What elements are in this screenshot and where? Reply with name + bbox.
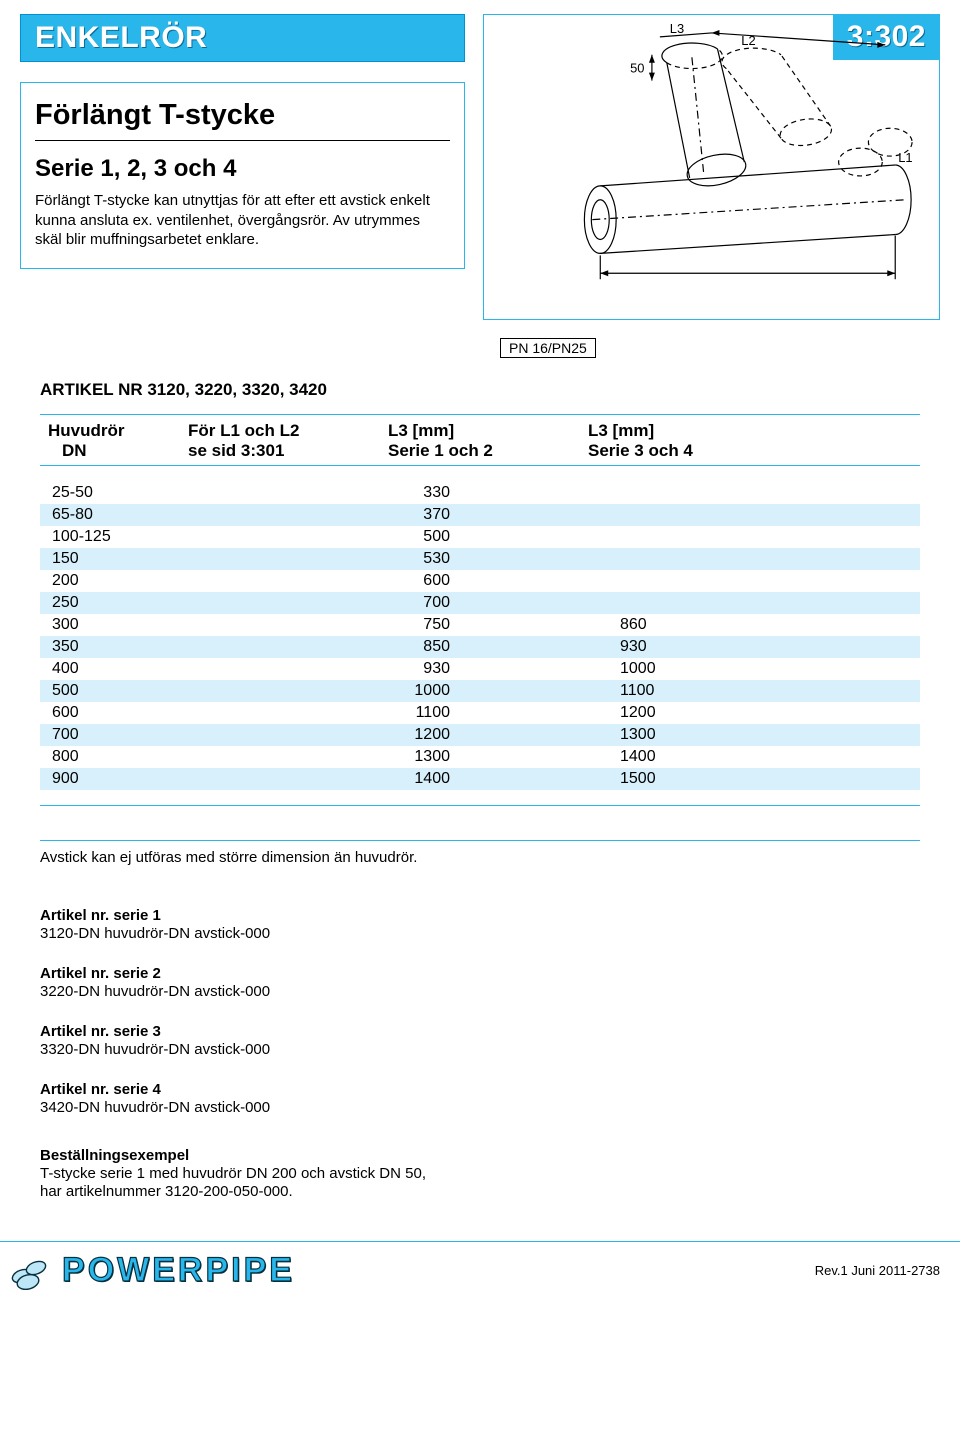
article-heading: Artikel nr. serie 2: [40, 965, 920, 983]
table-row: 150530: [40, 548, 920, 570]
article-heading: Artikel nr. serie 4: [40, 1081, 920, 1099]
col-l3-34: L3 [mm] Serie 3 och 4: [580, 415, 920, 466]
logo-icon: [8, 1248, 56, 1292]
col-huvudror: Huvudrör DN: [40, 415, 180, 466]
table-row: 80013001400: [40, 746, 920, 768]
table-row: 90014001500: [40, 768, 920, 790]
article-numbers-heading: ARTIKEL NR 3120, 3220, 3320, 3420: [40, 380, 920, 400]
divider: [35, 140, 450, 141]
table-row: 25-50330: [40, 482, 920, 504]
article-value: 3220-DN huvudrör-DN avstick-000: [40, 983, 920, 1001]
logo-text: POWERPIPE: [62, 1251, 295, 1290]
article-block: Artikel nr. serie 13120-DN huvudrör-DN a…: [40, 907, 920, 943]
product-subtitle: Serie 1, 2, 3 och 4: [35, 155, 450, 183]
article-heading: Artikel nr. serie 3: [40, 1023, 920, 1041]
svg-text:50: 50: [630, 61, 644, 76]
table-row: 50010001100: [40, 680, 920, 702]
svg-text:L3: L3: [670, 23, 684, 36]
note-text: Avstick kan ej utföras med större dimens…: [40, 840, 920, 867]
table-row: 100-125500: [40, 526, 920, 548]
article-heading: Artikel nr. serie 1: [40, 907, 920, 925]
order-line1: T-stycke serie 1 med huvudrör DN 200 och…: [40, 1165, 920, 1183]
table-row: 60011001200: [40, 702, 920, 724]
order-heading: Beställningsexempel: [40, 1147, 920, 1165]
revision-text: Rev.1 Juni 2011-2738: [815, 1263, 940, 1278]
table-row: 200600: [40, 570, 920, 592]
order-example: Beställningsexempel T-stycke serie 1 med…: [40, 1147, 920, 1201]
col-l3-12: L3 [mm] Serie 1 och 2: [380, 415, 580, 466]
table-row: 4009301000: [40, 658, 920, 680]
table-row: 70012001300: [40, 724, 920, 746]
table-row: 350850930: [40, 636, 920, 658]
order-line2: har artikelnummer 3120-200-050-000.: [40, 1183, 920, 1201]
svg-text:L2: L2: [741, 33, 755, 48]
table-row: 300750860: [40, 614, 920, 636]
pressure-rating: PN 16/PN25: [500, 338, 596, 358]
description-box: Förlängt T-stycke Serie 1, 2, 3 och 4 Fö…: [20, 82, 465, 269]
article-block: Artikel nr. serie 43420-DN huvudrör-DN a…: [40, 1081, 920, 1117]
table-row: 65-80370: [40, 504, 920, 526]
article-value: 3120-DN huvudrör-DN avstick-000: [40, 925, 920, 943]
technical-diagram: L3 L2 50 L1: [483, 14, 940, 320]
product-title: Förlängt T-stycke: [35, 99, 450, 132]
page-footer: POWERPIPE Rev.1 Juni 2011-2738: [0, 1241, 960, 1302]
article-value: 3320-DN huvudrör-DN avstick-000: [40, 1041, 920, 1059]
product-description: Förlängt T-stycke kan utnyttjas för att …: [35, 191, 450, 250]
col-l1l2: För L1 och L2 se sid 3:301: [180, 415, 380, 466]
table-row: 250700: [40, 592, 920, 614]
article-block: Artikel nr. serie 23220-DN huvudrör-DN a…: [40, 965, 920, 1001]
svg-text:L1: L1: [898, 150, 912, 165]
dimension-table: Huvudrör DN För L1 och L2 se sid 3:301 L…: [40, 414, 920, 806]
article-value: 3420-DN huvudrör-DN avstick-000: [40, 1099, 920, 1117]
header-title: ENKELRÖR: [35, 21, 207, 55]
article-block: Artikel nr. serie 33320-DN huvudrör-DN a…: [40, 1023, 920, 1059]
header-banner: ENKELRÖR: [20, 14, 465, 62]
